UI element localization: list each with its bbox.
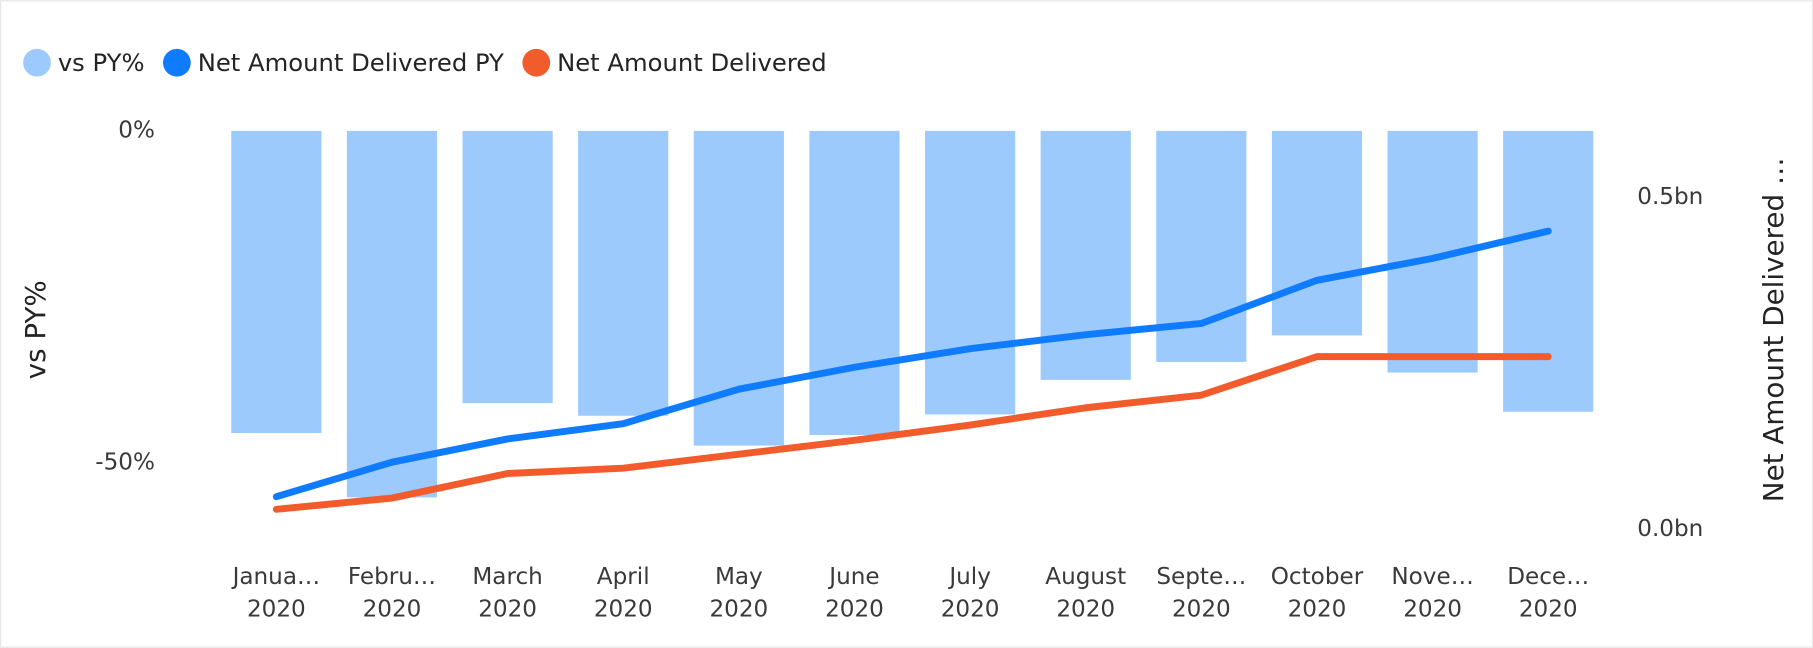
legend-marker — [163, 48, 191, 77]
x-tick-label: June 2020 — [825, 564, 884, 622]
legend-label: Net Amount Delivered PY — [198, 48, 504, 77]
x-tick-label: August 2020 — [1045, 564, 1126, 622]
x-tick-label: Dece… 2020 — [1507, 564, 1589, 622]
x-tick-label: Nove… 2020 — [1391, 564, 1473, 622]
legend-marker — [522, 48, 551, 77]
y2-tick-label: 0.0bn — [1637, 516, 1703, 542]
x-tick-label: July 2020 — [941, 564, 1000, 622]
x-tick-label: Janua… 2020 — [231, 564, 321, 622]
bar — [1271, 130, 1363, 336]
bar — [1503, 130, 1594, 412]
bar — [693, 130, 784, 446]
y2-tick-label: 0.5bn — [1637, 184, 1703, 210]
bar — [462, 130, 553, 404]
x-tick-label: Febru… 2020 — [348, 564, 436, 622]
bar — [925, 130, 1016, 415]
bar — [578, 130, 669, 416]
bar — [1040, 130, 1131, 380]
bar — [809, 130, 900, 435]
y-tick-label: -50% — [95, 449, 155, 475]
y2-axis-title: Net Amount Delivered … — [1757, 157, 1790, 502]
x-tick-label: March 2020 — [472, 564, 542, 622]
legend-label: Net Amount Delivered — [557, 48, 827, 77]
y-tick-label: 0% — [118, 117, 155, 143]
x-tick-label: April 2020 — [594, 564, 653, 622]
legend-marker — [23, 48, 51, 77]
legend-label: vs PY% — [58, 48, 145, 77]
y-axis-title: vs PY% — [19, 280, 52, 379]
bar — [346, 130, 438, 498]
x-tick-label: May 2020 — [709, 564, 768, 622]
x-tick-label: October 2020 — [1271, 564, 1364, 622]
plot-area — [231, 130, 1594, 513]
bar — [231, 130, 322, 433]
line — [272, 353, 1552, 513]
x-tick-label: Septe… 2020 — [1156, 564, 1246, 622]
line — [272, 227, 1552, 501]
